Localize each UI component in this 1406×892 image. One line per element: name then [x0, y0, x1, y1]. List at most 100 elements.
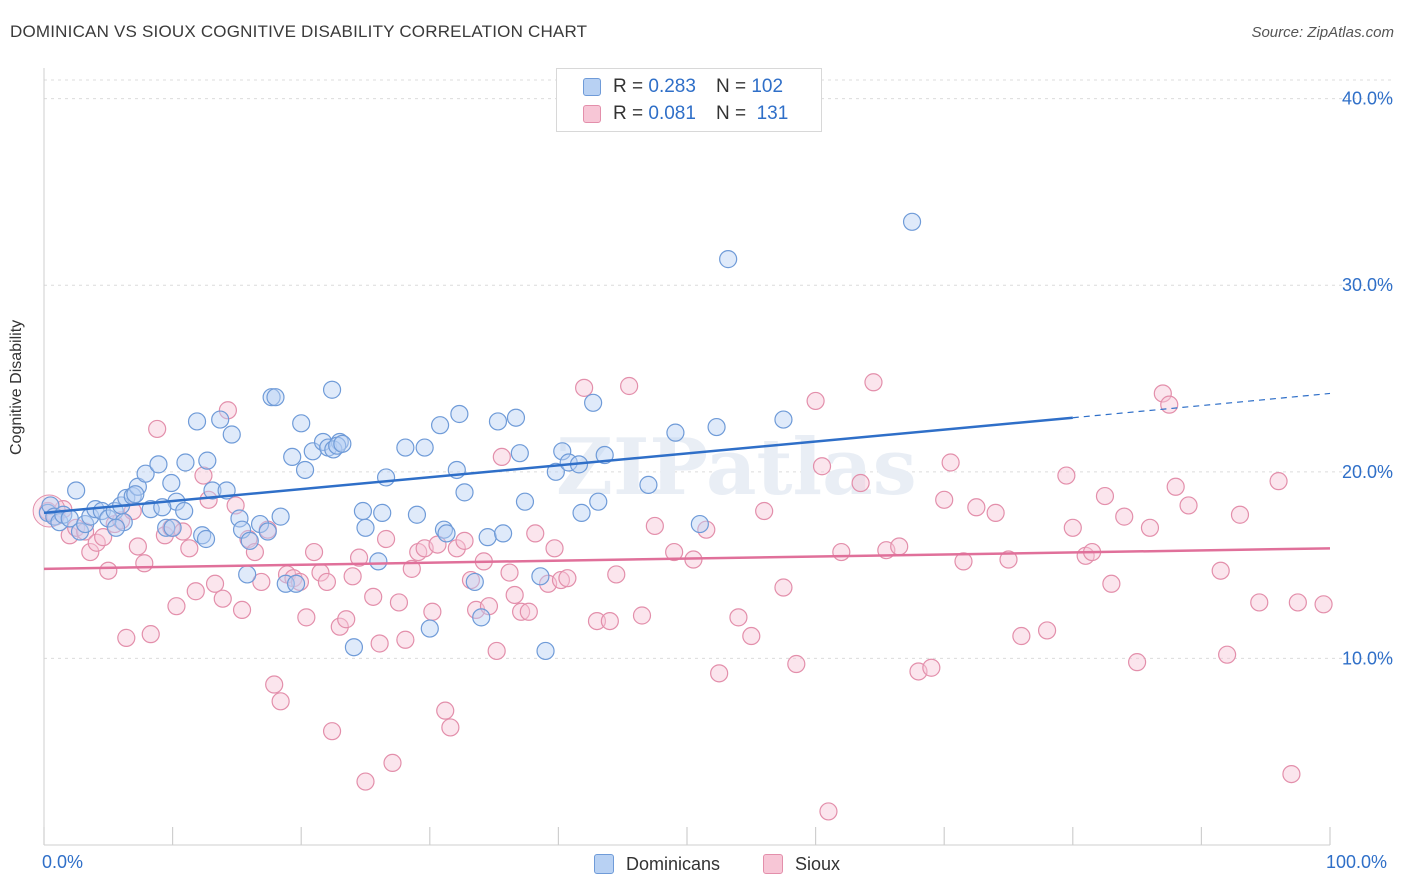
dominicans-point	[276, 574, 295, 593]
dominicans-point	[286, 574, 306, 593]
dominicans-point	[415, 438, 434, 457]
sioux-point	[1314, 595, 1333, 614]
dominicans-point	[546, 462, 565, 481]
sioux-point	[1115, 507, 1134, 526]
sioux-point	[787, 654, 806, 674]
sioux-point	[545, 539, 564, 558]
dominicans-point	[175, 501, 194, 521]
sioux-point	[526, 524, 545, 543]
dominicans-point	[163, 518, 182, 537]
dominicans-swatch	[583, 78, 601, 96]
dominicans-point	[262, 388, 281, 407]
sioux-trend-line	[43, 547, 1331, 571]
sioux-point	[376, 529, 396, 549]
dominicans-point	[136, 464, 155, 483]
sioux-point	[607, 565, 626, 584]
dominicans-point	[494, 524, 513, 543]
dominicans-point	[283, 447, 302, 467]
dominicans-point	[322, 380, 342, 399]
sioux-swatch	[583, 105, 601, 123]
dominicans-point	[141, 500, 160, 519]
dominicans-point	[420, 619, 439, 638]
dominicans-point	[162, 473, 181, 493]
sioux-point	[343, 567, 362, 586]
sioux-point	[1250, 593, 1269, 612]
dominicans-point	[126, 485, 145, 504]
sioux-point	[941, 453, 960, 472]
sioux-point	[322, 722, 342, 741]
dominicans-point	[238, 565, 257, 584]
r-value: 0.283	[648, 76, 696, 97]
r-label: R =	[613, 103, 644, 124]
sioux-point	[832, 542, 851, 562]
sioux-point	[194, 466, 213, 485]
legend-label-sioux: Sioux	[795, 853, 841, 874]
sioux-point	[135, 554, 154, 573]
sioux-point	[213, 589, 232, 608]
sioux-point	[755, 501, 774, 521]
sioux-point	[492, 447, 511, 467]
sioux-point	[1282, 764, 1301, 784]
sioux-swatch	[763, 854, 783, 874]
dominicans-point	[396, 438, 415, 457]
dominicans-point	[149, 455, 168, 474]
sioux-point	[710, 664, 729, 683]
dominicans-point	[203, 481, 222, 500]
sioux-point	[575, 378, 594, 397]
chart-title: DOMINICAN VS SIOUX COGNITIVE DISABILITY …	[10, 22, 588, 41]
sioux-point	[819, 802, 838, 821]
sioux-point	[1160, 395, 1179, 414]
dominicans-point	[455, 483, 474, 502]
dominicans-point	[531, 567, 550, 586]
sioux-point	[519, 602, 538, 621]
dominicans-point	[176, 453, 195, 472]
sioux-point	[330, 617, 349, 636]
sioux-point	[423, 602, 442, 621]
sioux-point	[252, 572, 271, 592]
sioux-point	[851, 473, 870, 493]
dominicans-point	[295, 460, 315, 480]
sioux-point	[218, 401, 237, 420]
sioux-point	[317, 572, 337, 592]
n-label: N =	[715, 76, 747, 97]
dominicans-point	[488, 412, 508, 431]
sioux-point	[1230, 505, 1250, 524]
sioux-point	[99, 561, 118, 580]
sioux-point	[1218, 645, 1237, 664]
sioux-point	[245, 542, 265, 562]
sioux-point	[505, 585, 524, 605]
sioux-point	[364, 587, 383, 606]
r-value: 0.081	[648, 103, 696, 124]
sioux-point	[812, 457, 832, 476]
sioux-point	[205, 574, 225, 593]
dominicans-point	[222, 425, 241, 444]
dominicans-point	[369, 552, 388, 571]
correlation-legend: R = 0.283 N = 102 R = 0.081 N = 131	[556, 68, 822, 132]
sioux-point	[999, 550, 1018, 569]
trend-lines	[43, 392, 1331, 571]
legend-item-sioux: Sioux	[763, 852, 840, 876]
dominicans-point	[303, 442, 322, 461]
sioux-point	[1153, 384, 1172, 403]
dominicans-point	[356, 518, 375, 537]
sioux-point	[117, 628, 136, 647]
dominicans-point	[437, 524, 456, 543]
sioux-point	[551, 570, 571, 590]
sioux-point	[512, 602, 531, 621]
sioux-point	[349, 548, 369, 567]
sioux-point	[1037, 621, 1057, 640]
sioux-point	[186, 582, 205, 601]
sioux-point	[447, 539, 466, 558]
dominicans-point	[553, 442, 572, 461]
dominicans-point	[157, 518, 176, 537]
sioux-point	[155, 526, 174, 545]
axes	[43, 68, 1331, 846]
sioux-point	[271, 692, 290, 711]
sioux-point	[890, 537, 909, 556]
sioux-point	[774, 578, 793, 597]
dominicans-point	[536, 641, 555, 661]
dominicans-trend-line	[43, 416, 1073, 515]
dominicans-point	[99, 509, 118, 528]
sioux-point	[180, 539, 199, 558]
dominicans-point	[240, 531, 259, 550]
